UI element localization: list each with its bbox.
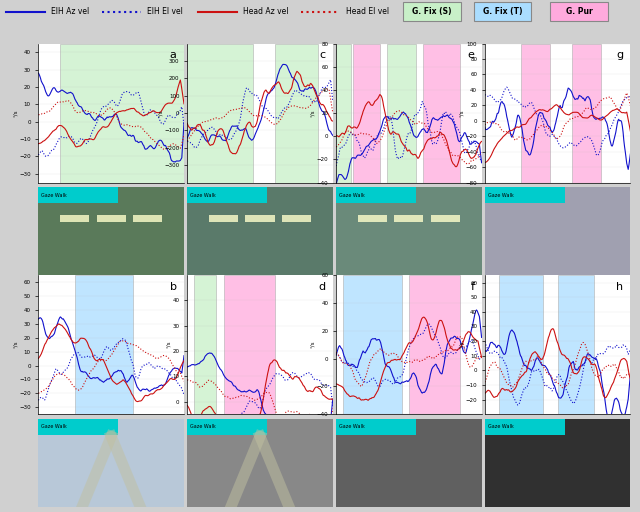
Text: EIH Az vel: EIH Az vel: [51, 7, 90, 16]
FancyBboxPatch shape: [550, 2, 608, 20]
Bar: [223, 275, 275, 414]
Text: Gaze Walk: Gaze Walk: [42, 193, 67, 198]
Text: G. Pur: G. Pur: [566, 7, 593, 16]
Text: a: a: [170, 51, 177, 60]
Text: Gaze Walk: Gaze Walk: [42, 424, 67, 429]
Y-axis label: °/s: °/s: [13, 109, 18, 117]
Text: EIH El vel: EIH El vel: [147, 7, 183, 16]
Bar: [387, 44, 416, 183]
Text: Head El vel: Head El vel: [346, 7, 388, 16]
Y-axis label: °/s: °/s: [310, 341, 316, 349]
FancyBboxPatch shape: [474, 2, 531, 20]
Y-axis label: °/s: °/s: [459, 341, 464, 349]
Bar: [572, 44, 602, 183]
Text: Gaze Walk: Gaze Walk: [488, 424, 513, 429]
Bar: [60, 216, 90, 222]
Bar: [75, 275, 133, 414]
Bar: [409, 275, 460, 414]
Bar: [209, 216, 238, 222]
Text: b: b: [170, 282, 177, 292]
Text: Gaze Walk: Gaze Walk: [339, 193, 365, 198]
Text: Gaze Walk: Gaze Walk: [488, 193, 513, 198]
Bar: [195, 275, 216, 414]
Bar: [187, 44, 253, 183]
Y-axis label: °/s: °/s: [158, 109, 163, 117]
Text: Gaze Walk: Gaze Walk: [190, 424, 216, 429]
Bar: [133, 216, 162, 222]
Bar: [521, 44, 550, 183]
Bar: [282, 216, 311, 222]
Bar: [246, 216, 275, 222]
Bar: [353, 44, 380, 183]
Bar: [60, 44, 184, 183]
Bar: [336, 44, 351, 183]
Text: g: g: [616, 51, 623, 60]
Y-axis label: °/s: °/s: [459, 109, 464, 117]
Bar: [336, 419, 416, 435]
Text: d: d: [318, 282, 326, 292]
Text: h: h: [616, 282, 623, 292]
Bar: [187, 187, 268, 203]
Bar: [97, 216, 125, 222]
FancyBboxPatch shape: [403, 2, 461, 20]
Text: Head Az vel: Head Az vel: [243, 7, 289, 16]
Bar: [485, 187, 565, 203]
Bar: [424, 44, 460, 183]
Text: G. Fix (T): G. Fix (T): [483, 7, 522, 16]
Text: c: c: [319, 51, 326, 60]
Bar: [336, 187, 416, 203]
Y-axis label: °/s: °/s: [310, 109, 316, 117]
Bar: [499, 275, 543, 414]
Y-axis label: °/s: °/s: [166, 341, 171, 349]
Text: Gaze Walk: Gaze Walk: [190, 193, 216, 198]
Text: G. Fix (S): G. Fix (S): [412, 7, 452, 16]
Bar: [275, 44, 318, 183]
Bar: [38, 187, 118, 203]
Text: e: e: [467, 51, 474, 60]
Y-axis label: °/s: °/s: [13, 341, 18, 349]
Bar: [431, 216, 460, 222]
Bar: [557, 275, 594, 414]
Bar: [394, 216, 424, 222]
Bar: [358, 216, 387, 222]
Bar: [38, 419, 118, 435]
Text: Gaze Walk: Gaze Walk: [339, 424, 365, 429]
Bar: [485, 419, 565, 435]
Bar: [187, 419, 268, 435]
Text: f: f: [470, 282, 474, 292]
Bar: [343, 275, 401, 414]
